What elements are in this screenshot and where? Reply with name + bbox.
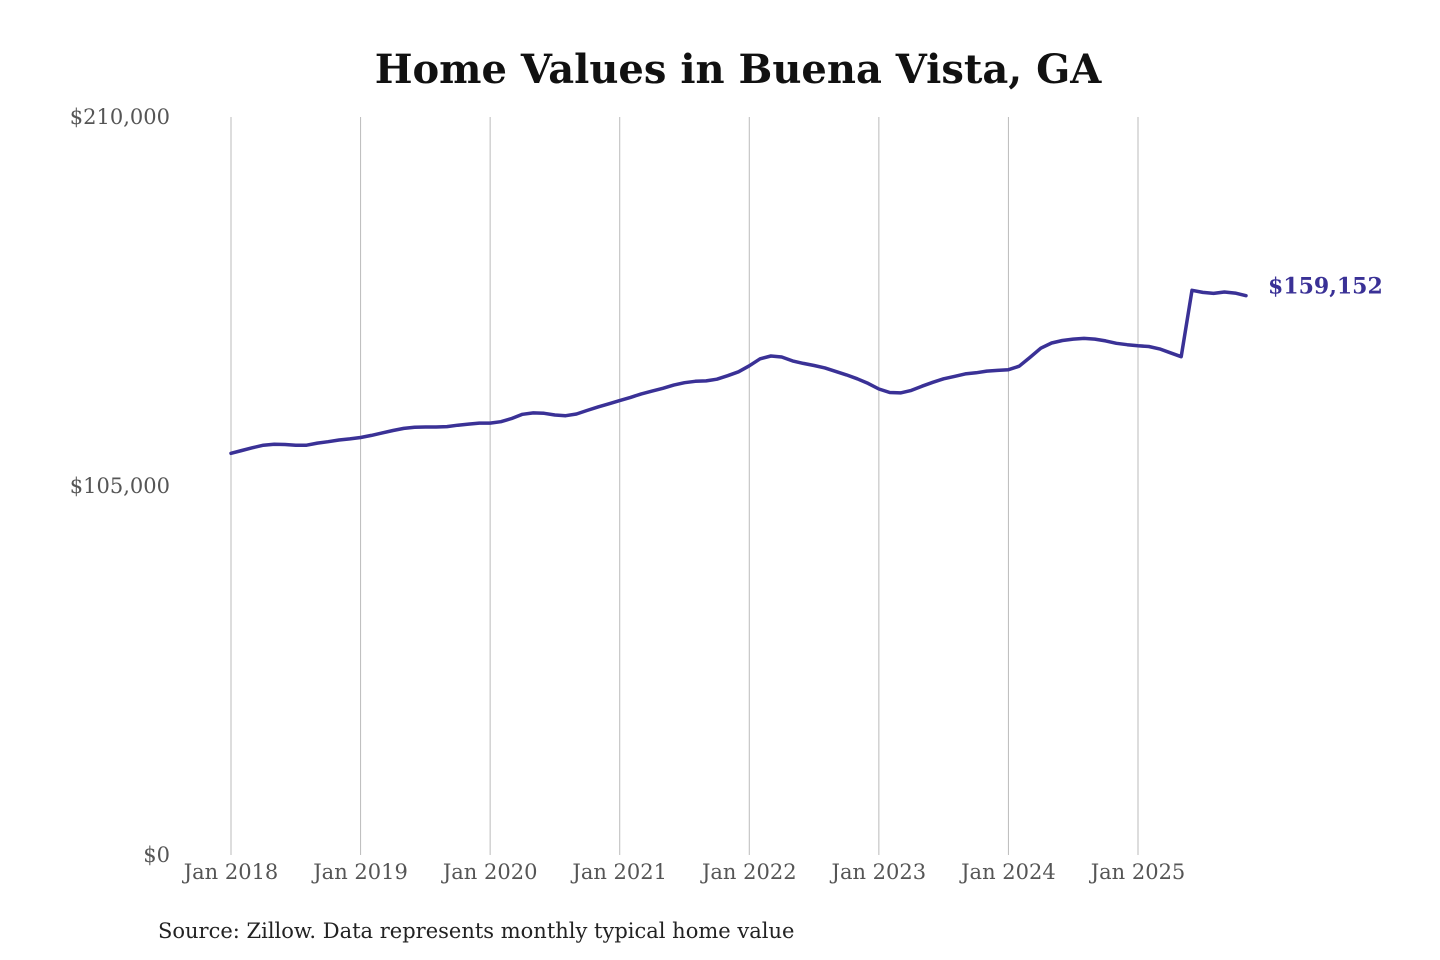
- x-axis: Jan 2018 Jan 2019 Jan 2020 Jan 2021 Jan 2022…: [182, 860, 1186, 884]
- x-tick-label: Jan 2019: [311, 860, 408, 884]
- series-group: $159,152: [229, 274, 1383, 456]
- series-line: [229, 288, 1248, 456]
- y-axis: $0 $105,000 $210,000: [70, 105, 170, 867]
- source-note: Source: Zillow. Data represents monthly …: [158, 919, 794, 943]
- y-tick-label: $105,000: [70, 474, 170, 498]
- x-tick-label: Jan 2018: [182, 860, 279, 884]
- y-tick-label: $210,000: [70, 105, 170, 129]
- x-tick-label: Jan 2021: [570, 860, 667, 884]
- x-tick-label: Jan 2025: [1089, 860, 1186, 884]
- x-tick-label: Jan 2024: [959, 860, 1056, 884]
- gridlines: [230, 117, 1139, 855]
- end-value-label: $159,152: [1268, 274, 1383, 300]
- y-tick-label: $0: [143, 843, 170, 867]
- x-tick-label: Jan 2023: [830, 860, 927, 884]
- x-tick-label: Jan 2020: [441, 860, 538, 884]
- chart-title: Home Values in Buena Vista, GA: [375, 46, 1103, 93]
- x-tick-label: Jan 2022: [700, 860, 797, 884]
